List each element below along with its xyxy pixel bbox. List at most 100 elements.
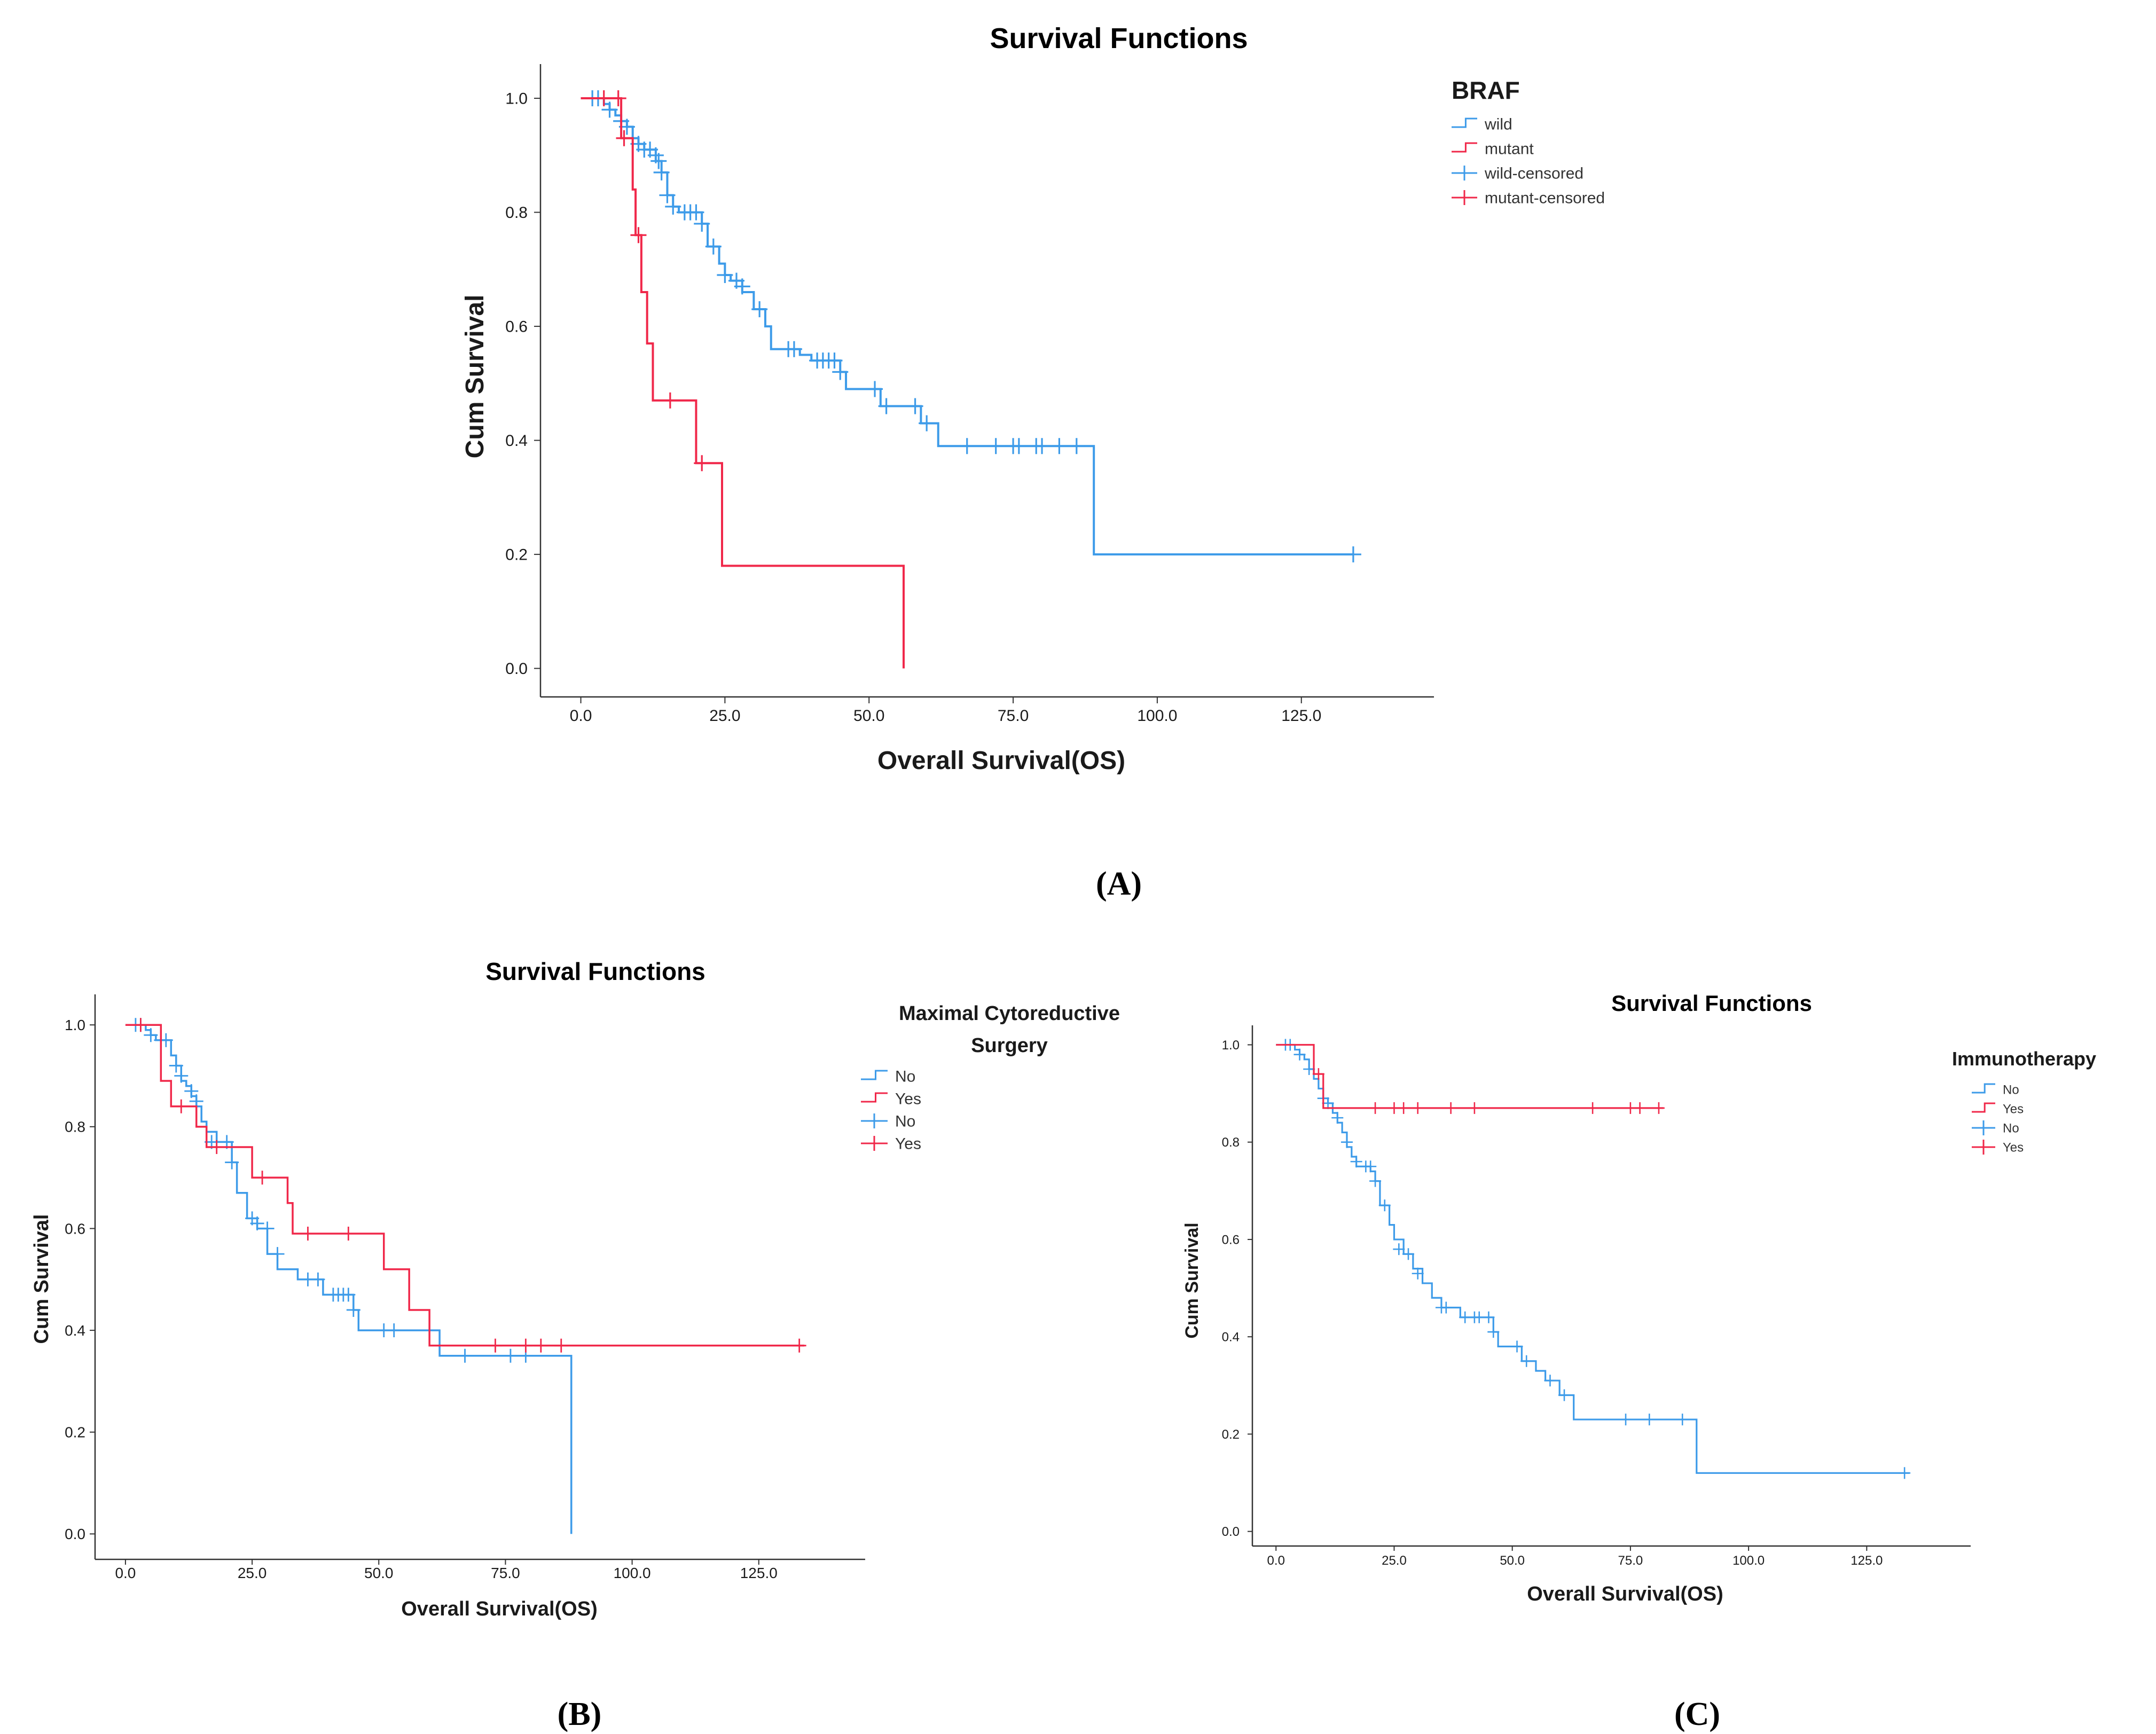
panel-c-y-tick-label: 0.4: [1222, 1330, 1240, 1345]
panel-c-x-tick-label: 125.0: [1851, 1553, 1883, 1568]
panel-a-series-wild-censor-mark: [650, 153, 667, 169]
panel-b-series-yes-line: [125, 1024, 805, 1347]
panel-b-x-axis-title: Overall Survival(OS): [401, 1598, 598, 1620]
panel-a-x-tick-label: 125.0: [1281, 707, 1321, 725]
panel-b-series-no-censor-mark: [270, 1247, 285, 1261]
panel-b-legend-item: Yes: [861, 1135, 921, 1153]
panel-b-series-yes-censor-mark: [534, 1338, 548, 1353]
panel-b-series-yes-censor-mark: [341, 1226, 356, 1241]
panel-c-series-yes-censor-mark: [1445, 1102, 1457, 1114]
panel-b-legend-item: No: [861, 1113, 915, 1131]
panel-a-legend-label: wild-censored: [1484, 165, 1583, 183]
panel-c-x-tick-label: 50.0: [1500, 1553, 1525, 1568]
panel-c-x-tick-label: 0.0: [1267, 1553, 1285, 1568]
panel-b-x-tick-label: 75.0: [491, 1565, 520, 1581]
panel-c-series-no-censor-mark: [1402, 1248, 1415, 1260]
panel-a-legend-label: mutant: [1485, 140, 1534, 158]
panel-b-caption: (B): [558, 1696, 602, 1732]
panel-a-series-wild-censor-mark: [694, 215, 710, 232]
panel-c-series-yes-censor-mark: [1634, 1102, 1646, 1114]
panel-b-y-tick-label: 0.8: [65, 1119, 85, 1135]
panel-a-series-wild-censor-mark: [1051, 438, 1068, 454]
panel-a-y-tick-label: 0.0: [505, 660, 528, 678]
panel-b-x-tick-label: 50.0: [364, 1565, 394, 1581]
panel-b-legend-label: Yes: [895, 1135, 921, 1153]
panel-c-series-no-censor-mark: [1378, 1199, 1391, 1212]
panel-c-legend-swatch-step: [1972, 1102, 1995, 1113]
panel-b-series-no-censor-mark: [144, 1028, 158, 1042]
panel-a-series-wild-censor-mark: [878, 398, 895, 414]
panel-a-series-wild-censor-mark: [959, 438, 975, 454]
panel-c-series-no-censor-mark: [1520, 1355, 1533, 1367]
panel-c-series-no-censor-mark: [1487, 1326, 1500, 1338]
panel-c-series-no-censor-mark: [1643, 1414, 1656, 1426]
panel-a-series-mutant-censor-mark: [694, 455, 710, 472]
panel-b-series-no-censor-mark: [225, 1155, 239, 1170]
panel-a-series-wild-censor-mark: [601, 101, 618, 118]
panel-b-series-yes-censor-mark: [174, 1099, 189, 1113]
panel-a-series-wild-censor-mark: [867, 381, 883, 397]
panel-c-y-tick-label: 1.0: [1222, 1038, 1240, 1053]
panel-b-series-yes-censor-mark: [792, 1338, 806, 1353]
panel-a-legend-label: wild: [1484, 116, 1512, 134]
panel-a-series-wild-censor-mark: [688, 204, 704, 221]
panel-c-legend-item: Yes: [1972, 1140, 2024, 1155]
panel-a-series-wild-censor-mark: [705, 238, 722, 255]
panel-b-legend-swatch-step: [861, 1092, 888, 1103]
panel-c-series-no-censor-mark: [1331, 1112, 1344, 1124]
panel-c-series-no-censor-mark: [1558, 1389, 1571, 1401]
panel-a-x-tick-label: 0.0: [570, 707, 592, 725]
panel-a-series-wild-censor-mark: [1034, 438, 1050, 454]
panel-b-series-no-censor-mark: [260, 1221, 275, 1236]
panel-c-series-yes-censor-mark: [1587, 1102, 1599, 1114]
panel-b-series-no-censor-mark: [346, 1303, 360, 1317]
panel-b-legend-title-line-1: Maximal Cytoreductive: [899, 1002, 1120, 1025]
panel-a-series-mutant-censor-mark: [630, 227, 647, 244]
panel-c-title: Survival Functions: [1611, 991, 1812, 1016]
panel-c: Survival Functions Cum Survival Overall …: [1182, 991, 2096, 1732]
panel-b-series-no-censor-mark: [387, 1323, 401, 1338]
panel-a-y-tick-label: 0.4: [505, 432, 528, 450]
panel-b-series-yes-censor-mark: [209, 1140, 224, 1154]
panel-a-x-tick-label: 100.0: [1137, 707, 1177, 725]
panel-a-legend-swatch-step: [1452, 142, 1477, 153]
panel-a-series-wild-censor-mark: [734, 278, 750, 295]
panel-b-series-no-censor-mark: [311, 1272, 325, 1286]
panel-a-series-wild-censor-mark: [826, 352, 843, 369]
panel-b-series-no-censor-mark: [184, 1084, 199, 1099]
panel-c-legend-item: Yes: [1972, 1102, 2024, 1116]
panel-a-series-wild-censor-mark: [665, 198, 681, 215]
panel-c-legend-label: Yes: [2003, 1140, 2024, 1155]
panel-c-series-yes-censor-mark: [1412, 1102, 1424, 1114]
panel-b-legend-title-line-2: Surgery: [971, 1034, 1048, 1057]
panel-a-legend-item: mutant-censored: [1452, 190, 1605, 207]
panel-b-series-no-censor-mark: [250, 1216, 264, 1230]
panel-a-series-wild-censor-mark: [1345, 546, 1361, 563]
panel-a-series-wild-censor-mark: [1068, 438, 1085, 454]
panel-a-x-axis-title: Overall Survival(OS): [877, 747, 1125, 775]
panel-c-series-no-censor-mark: [1483, 1311, 1495, 1323]
panel-a-legend-title: BRAF: [1452, 76, 1520, 104]
panel-a-legend-item: mutant: [1452, 140, 1534, 158]
panel-c-x-tick-label: 75.0: [1618, 1553, 1643, 1568]
panel-c-series-yes-censor-mark: [1652, 1102, 1665, 1114]
panel-a-series-mutant-censor-mark: [595, 90, 612, 107]
panel-b-legend-label: No: [895, 1113, 915, 1131]
panel-b-y-tick-label: 0.4: [65, 1322, 85, 1339]
panel-a-y-axis-title: Cum Survival: [461, 295, 489, 459]
panel-a-series-wild-censor-mark: [786, 341, 802, 357]
panel-a-series-wild-censor-mark: [987, 438, 1004, 454]
panel-b-series-yes-censor-mark: [301, 1226, 315, 1241]
panel-c-legend-label: Yes: [2003, 1102, 2024, 1116]
panel-c-series-no-censor-mark: [1365, 1160, 1377, 1173]
panel-b-x-tick-label: 0.0: [115, 1565, 136, 1581]
panel-a-legend-item: wild-censored: [1452, 165, 1583, 183]
panel-a-series-mutant-line: [581, 97, 905, 669]
panel-a-x-tick-label: 50.0: [853, 707, 884, 725]
panel-b-series-no-censor-mark: [169, 1058, 183, 1073]
panel-c-series-no-censor-mark: [1899, 1467, 1911, 1479]
panel-c-y-tick-label: 0.0: [1222, 1525, 1240, 1539]
panel-a-series-mutant-censor-mark: [662, 392, 678, 409]
panel-b-y-tick-label: 0.6: [65, 1220, 85, 1237]
panel-c-series-no-censor-mark: [1620, 1414, 1632, 1426]
